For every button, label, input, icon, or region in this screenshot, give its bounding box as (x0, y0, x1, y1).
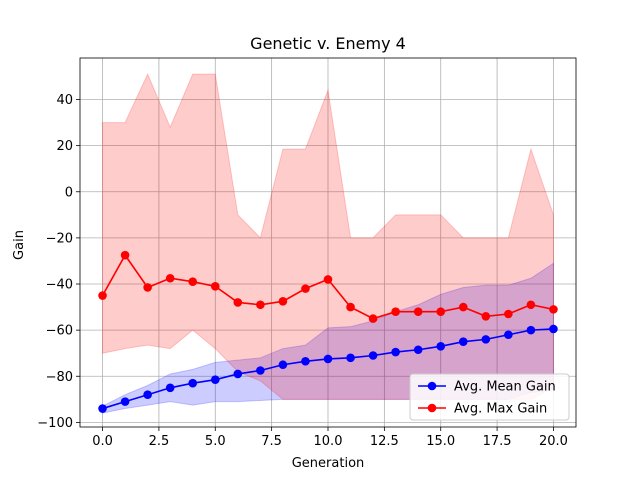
y-tick-label: 20 (56, 139, 73, 154)
legend-marker-0 (427, 381, 437, 391)
series-lines (98, 250, 558, 413)
legend-marker-1 (427, 403, 437, 413)
series-1-point (143, 283, 152, 292)
series-0-point (436, 341, 446, 351)
series-0-point (504, 330, 513, 340)
series-0-point (188, 378, 198, 388)
chart-title: Genetic v. Enemy 4 (250, 34, 406, 53)
legend-label-1: Avg. Max Gain (454, 402, 547, 417)
series-0-point (526, 325, 536, 335)
series-0-point (233, 369, 243, 379)
series-1-point (346, 302, 355, 312)
legend-label-0: Avg. Mean Gain (454, 380, 556, 395)
series-1-point (233, 298, 243, 307)
x-tick-label: 2.5 (149, 434, 170, 449)
x-tick-label: 20.0 (539, 434, 568, 449)
series-0-point (458, 337, 468, 346)
legend-box (409, 373, 570, 421)
x-tick-label: 5.0 (205, 434, 226, 449)
plot-frame (79, 57, 577, 428)
x-tick-label: 10.0 (314, 434, 343, 449)
series-0-point (413, 345, 423, 355)
series-1-point (210, 282, 220, 291)
x-tick-label: 7.5 (261, 434, 282, 449)
series-0-point (346, 353, 355, 363)
series-1-point (549, 305, 558, 314)
series-0-point (323, 354, 333, 364)
series-1-point (436, 307, 446, 316)
y-tick-label: −100 (37, 416, 73, 431)
series-1-point (301, 284, 310, 293)
series-0-point (301, 356, 310, 366)
series-0-point (481, 335, 491, 344)
series-0-point (368, 351, 378, 360)
series-1-point (481, 312, 491, 321)
series-1-point (458, 302, 468, 312)
axes: 0.0 2.5 5.0 7.5 10.0 12.5 15.0 17.5 20.0 −100 −80 −… (37, 57, 577, 449)
series-1-point (323, 275, 333, 284)
series-1-point (120, 250, 130, 260)
x-tick-label: 0.0 (92, 434, 113, 449)
series-1-point (165, 273, 175, 283)
y-tick-label: −80 (46, 370, 73, 385)
series-0-point (98, 404, 107, 413)
series-1-point (188, 277, 198, 287)
y-tick-label: 40 (56, 93, 73, 108)
series-0-point (391, 347, 400, 357)
series-1-point (368, 314, 378, 323)
legend: Avg. Mean Gain Avg. Max Gain (409, 373, 570, 421)
series-0-point (256, 366, 265, 375)
series-1-point (278, 297, 288, 306)
series-0-point (549, 324, 558, 334)
x-axis-label: Generation (292, 456, 365, 471)
series-1-point (98, 291, 107, 300)
series-0-point (143, 390, 152, 400)
series-0-point (165, 383, 175, 393)
series-0-point (278, 360, 288, 370)
series-0-point (120, 397, 130, 406)
x-tick-label: 15.0 (426, 434, 455, 449)
y-axis-label: Gain (12, 230, 27, 260)
y-tick-label: 0 (65, 185, 73, 200)
x-tick-label: 17.5 (483, 434, 512, 449)
series-0-point (210, 375, 220, 385)
series-1-point (256, 300, 265, 310)
series-1-point (526, 300, 536, 310)
y-tick-label: −40 (46, 278, 73, 293)
series-1-point (391, 307, 400, 316)
series-1-point (504, 309, 513, 319)
series-1-point (413, 307, 423, 316)
y-tick-label: −60 (46, 324, 73, 339)
x-tick-label: 12.5 (370, 434, 399, 449)
y-tick-label: −20 (46, 231, 73, 246)
